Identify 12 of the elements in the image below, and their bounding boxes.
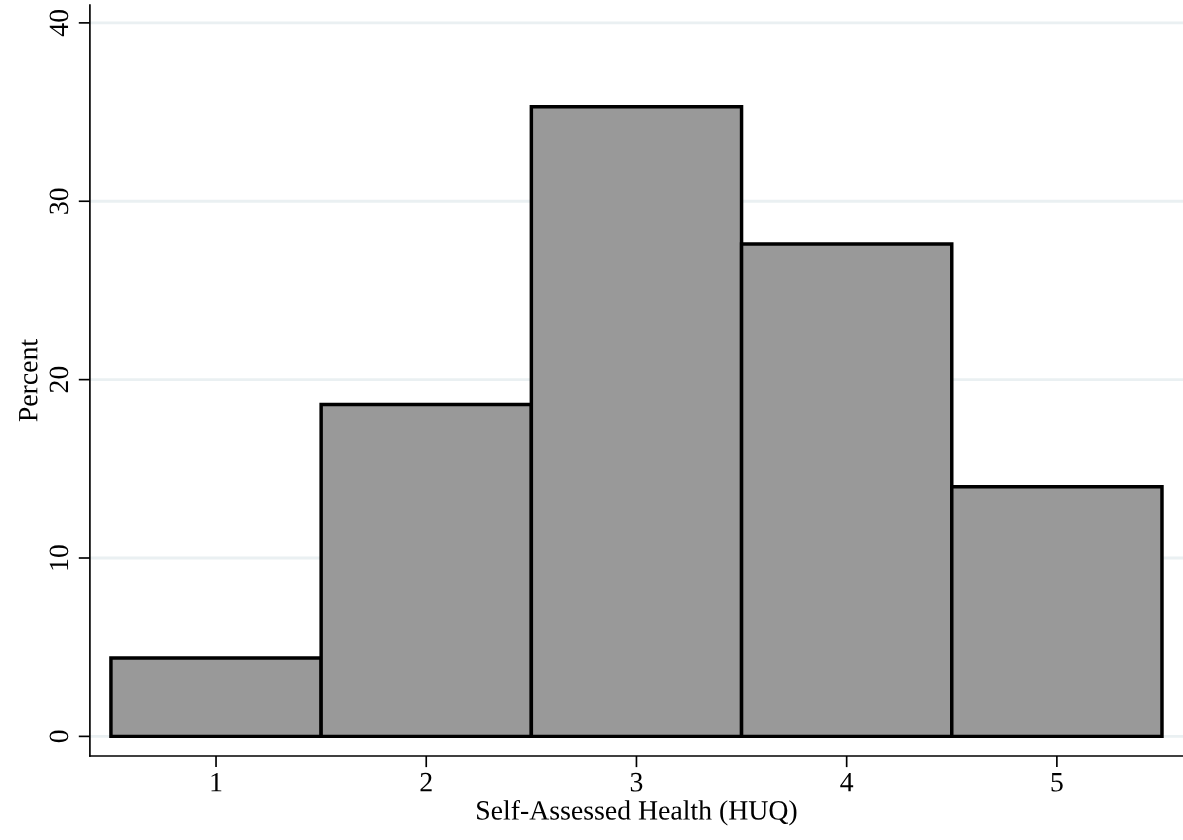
x-tick-label: 5 xyxy=(1051,773,1063,792)
y-tick-label: 30 xyxy=(49,188,69,214)
y-tick-label: 10 xyxy=(49,545,69,570)
x-tick-label: 2 xyxy=(420,772,432,792)
y-tick-label: 0 xyxy=(49,730,69,743)
x-tick-label: 1 xyxy=(211,772,222,792)
y-axis-title: Percent xyxy=(19,339,38,422)
y-tick-label: 20 xyxy=(49,366,69,393)
x-tick-label: 4 xyxy=(840,772,854,792)
x-tick-label: 3 xyxy=(630,772,643,792)
x-axis-title: Self-Assessed Health (HUQ) xyxy=(477,799,797,826)
y-tick-label: 40 xyxy=(49,10,69,37)
